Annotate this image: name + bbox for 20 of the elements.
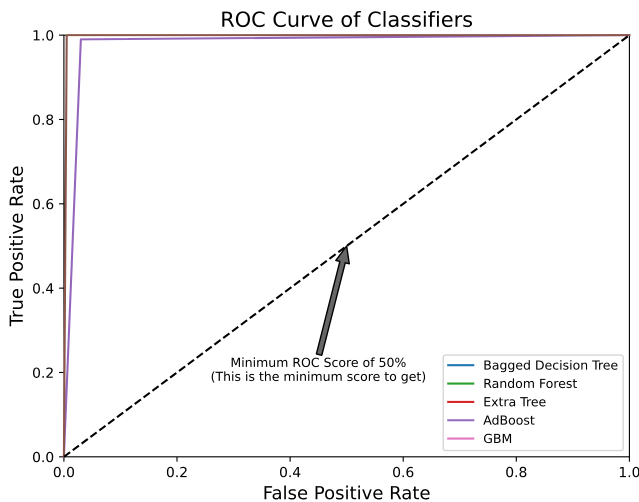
y-tick-label: 0.2: [33, 367, 53, 378]
x-tick-label: 0.2: [166, 466, 187, 478]
legend-label: Extra Tree: [484, 397, 546, 406]
x-tick-label: 0.4: [280, 466, 300, 478]
x-axis-title: False Positive Rate: [264, 486, 430, 500]
y-axis-title: True Positive Rate: [9, 166, 24, 326]
x-tick-label: 0.6: [393, 466, 414, 478]
legend-label: GBM: [484, 434, 512, 444]
x-tick-label: 0.0: [54, 466, 74, 478]
y-tick-label: 0.0: [33, 452, 54, 462]
x-tick-label: 0.8: [506, 466, 526, 478]
legend-label: AdBoost: [483, 415, 534, 425]
legend-label: Bagged Decision Tree: [484, 360, 618, 372]
y-tick-label: 0.4: [33, 283, 54, 294]
y-tick-label: 0.6: [33, 198, 54, 210]
y-tick-label: 1.0: [34, 30, 54, 41]
y-tick-label: 0.8: [33, 114, 54, 125]
legend-label: Random Forest: [484, 378, 578, 388]
chart-title: ROC Curve of Classifiers: [222, 10, 472, 28]
annotation: Minimum ROC Score of 50% (This is the minimum score to get): [212, 357, 426, 384]
